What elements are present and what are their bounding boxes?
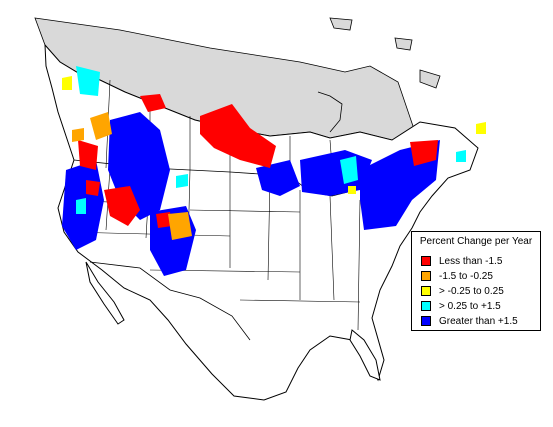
hudson-bay-shore xyxy=(317,91,343,133)
legend-label: -1.5 to -0.25 xyxy=(439,270,493,282)
legend-item: Less than -1.5 xyxy=(421,255,502,267)
trend-patches-0.25-to-1.5 xyxy=(76,66,466,214)
baja-california xyxy=(85,261,125,325)
legend-item: > 0.25 to +1.5 xyxy=(421,300,501,312)
legend-item: Greater than +1.5 xyxy=(421,315,518,327)
legend-swatch xyxy=(421,301,431,311)
us-mexico-border xyxy=(89,261,251,341)
legend-swatch xyxy=(421,271,431,281)
legend-swatch xyxy=(421,316,431,326)
legend-swatch xyxy=(421,256,431,266)
legend-label: Less than -1.5 xyxy=(439,255,503,267)
florida-peninsula xyxy=(349,329,381,381)
trend-patches-neg-1.5-to-neg-0.25 xyxy=(72,112,192,240)
legend-item: -1.5 to -0.25 xyxy=(421,270,493,282)
legend-title: Percent Change per Year xyxy=(419,236,533,247)
legend-label: > -0.25 to 0.25 xyxy=(439,285,504,297)
legend-label: > 0.25 to +1.5 xyxy=(439,300,501,312)
legend-swatch xyxy=(421,286,431,296)
legend-item: > -0.25 to 0.25 xyxy=(421,285,504,297)
trend-patches-less-than-neg-1.5 xyxy=(78,94,438,228)
arctic-island-1 xyxy=(329,17,353,31)
trend-patches-neg-0.25-to-0.25 xyxy=(62,76,486,194)
legend: Percent Change per Year Less than -1.5 -… xyxy=(411,231,541,331)
legend-label: Greater than +1.5 xyxy=(439,315,518,327)
arctic-island-3 xyxy=(419,69,441,89)
arctic-island-2 xyxy=(394,37,413,51)
